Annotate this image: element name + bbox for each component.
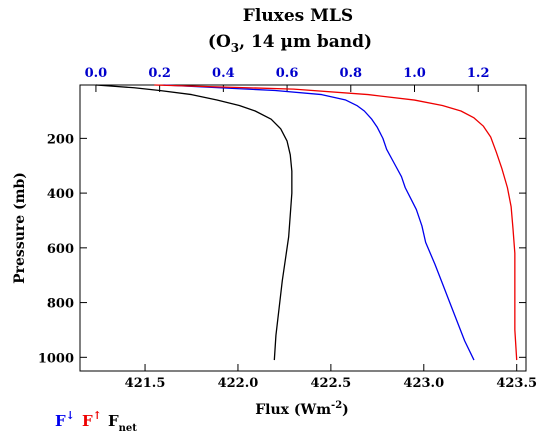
subtitle-pre: (O <box>208 32 231 52</box>
legend-up-mark: ↑ <box>93 409 102 422</box>
bottom-axis-tick-label: 421.5 <box>125 376 166 391</box>
legend-net-base: F <box>108 412 119 430</box>
chart-subtitle: (O3, 14 µm band) <box>208 32 372 55</box>
legend-item-down: F↓ <box>55 409 75 430</box>
xlabel-pre: Flux (Wm <box>255 402 331 418</box>
legend-down-mark: ↓ <box>66 409 75 422</box>
top-axis-tick-label: 0.2 <box>148 66 171 81</box>
subtitle-post: , 14 µm band) <box>239 32 372 52</box>
y-axis-tick-label: 200 <box>47 132 74 147</box>
bottom-axis-tick-label: 422.5 <box>311 376 352 391</box>
y-axis-label: Pressure (mb) <box>12 172 28 284</box>
legend-up-base: F <box>82 412 93 430</box>
axis-ticks: 421.5 422.0 422.5 423.0 423.5 0.0 0.2 0.4 0.6 0.8… <box>38 66 537 391</box>
series-line-flux-down <box>163 84 475 361</box>
plot-frame <box>79 84 527 372</box>
y-axis-tick-label: 800 <box>47 297 74 312</box>
series-line-flux-up <box>154 84 518 361</box>
top-axis-tick-label: 0.0 <box>85 66 108 81</box>
xlabel-sup: -2 <box>331 400 342 411</box>
legend-item-net: Fnet <box>108 412 137 432</box>
bottom-axis-tick-label: 422.0 <box>218 376 259 391</box>
y-axis-tick-label: 600 <box>47 242 74 257</box>
bottom-axis-tick-label: 423.0 <box>403 376 444 391</box>
legend-down-base: F <box>55 412 66 430</box>
y-axis-tick-label: 1000 <box>38 351 74 366</box>
series-line-flux-net <box>95 84 293 361</box>
series-lines <box>95 84 518 361</box>
y-axis-tick-label: 400 <box>47 187 74 202</box>
bottom-axis-tick-label: 423.5 <box>496 376 537 391</box>
top-axis-tick-label: 1.0 <box>403 66 426 81</box>
subtitle-sub: 3 <box>231 41 239 55</box>
top-axis-tick-label: 0.6 <box>276 66 299 81</box>
top-axis-tick-label: 1.2 <box>467 66 490 81</box>
top-axis-tick-label: 0.4 <box>212 66 235 81</box>
xlabel-post: ) <box>342 402 349 418</box>
chart-title: Fluxes MLS <box>243 6 353 26</box>
legend-item-up: F↑ <box>82 409 102 430</box>
top-axis-tick-label: 0.8 <box>339 66 362 81</box>
x-axis-label: Flux (Wm-2) <box>255 400 349 418</box>
legend: F↓ F↑ Fnet <box>55 409 137 432</box>
legend-net-mark: net <box>119 423 138 432</box>
